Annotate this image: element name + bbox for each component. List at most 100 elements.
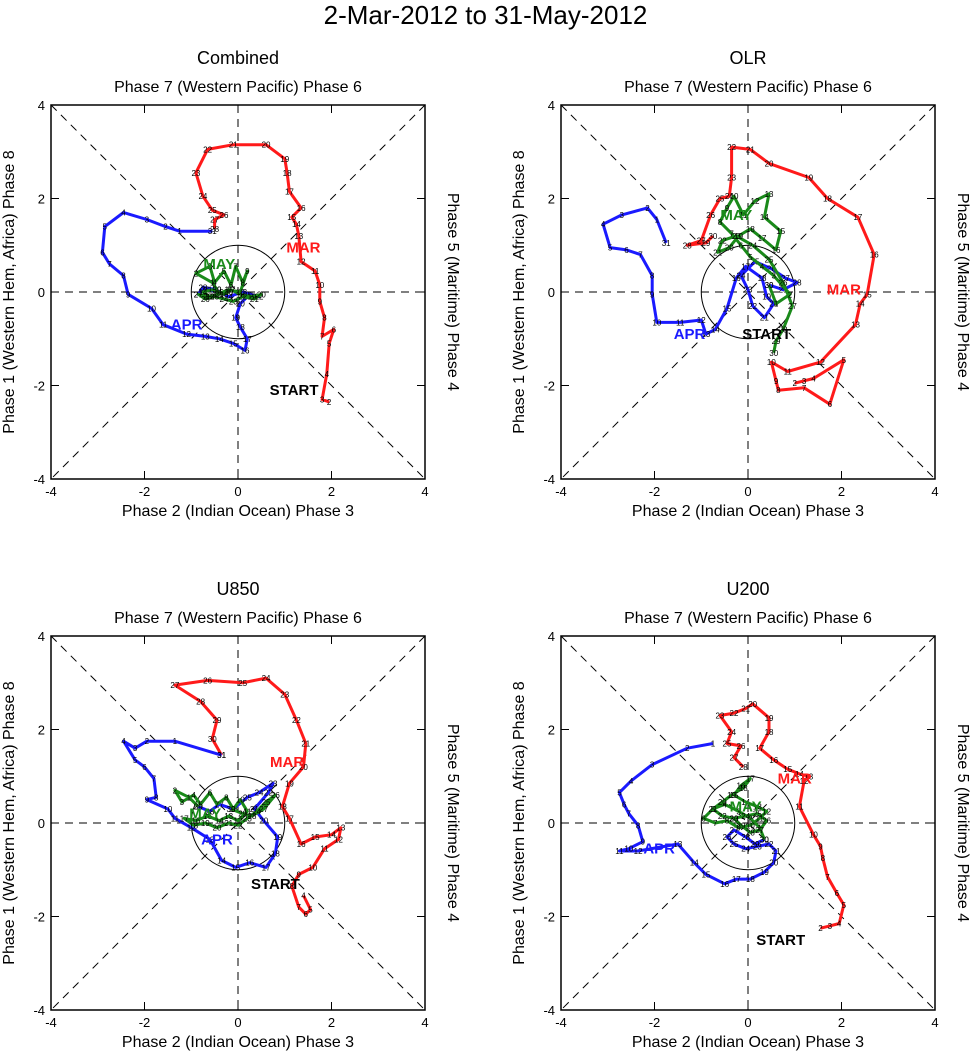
- day-label: 10: [163, 805, 172, 814]
- panel-title: OLR: [729, 48, 766, 68]
- day-label: 30: [769, 349, 778, 358]
- day-label: 26: [723, 833, 732, 842]
- day-label: 14: [292, 220, 301, 229]
- day-label: 6: [332, 325, 337, 334]
- month-label: MAR: [286, 240, 320, 257]
- day-label: 30: [708, 232, 717, 241]
- day-label: 7: [627, 810, 632, 819]
- month-label: APR: [643, 841, 675, 858]
- day-label: 25: [210, 293, 219, 302]
- day-label: 7: [802, 384, 807, 393]
- day-label: 17: [755, 744, 764, 753]
- day-label: 1: [210, 279, 215, 288]
- y-tick-label: 2: [548, 192, 555, 207]
- month-label: MAY: [720, 207, 752, 224]
- day-label: 27: [194, 290, 203, 299]
- day-label: 4: [760, 262, 765, 271]
- day-label: 8: [224, 793, 229, 802]
- day-label: 17: [227, 286, 236, 295]
- day-label: 27: [730, 826, 739, 835]
- panel-title: U850: [216, 579, 259, 599]
- day-label: 15: [231, 863, 240, 872]
- day-label: 21: [229, 141, 238, 150]
- day-label: 18: [823, 195, 832, 204]
- day-label: 26: [201, 295, 210, 304]
- day-label: 22: [234, 821, 243, 830]
- day-label: 2: [163, 223, 168, 232]
- day-label: 3: [180, 798, 185, 807]
- day-label: 26: [271, 791, 280, 800]
- day-label: 16: [245, 859, 254, 868]
- day-label: 21: [250, 805, 259, 814]
- day-label: 16: [220, 290, 229, 299]
- series-line: [685, 145, 876, 406]
- day-label: 20: [236, 300, 245, 309]
- x-tick-label: 0: [744, 484, 751, 499]
- day-label: 22: [238, 293, 247, 302]
- day-label: 27: [210, 216, 219, 225]
- day-label: 14: [198, 288, 207, 297]
- day-label: 17: [285, 814, 294, 823]
- day-label: 26: [779, 279, 788, 288]
- day-label: 19: [280, 155, 289, 164]
- day-label: 12: [182, 330, 191, 339]
- series-line: [702, 777, 769, 840]
- day-label: 16: [769, 756, 778, 765]
- bottom-phase-label: Phase 2 (Indian Ocean) Phase 3: [632, 503, 864, 520]
- diagonal-line: [50, 635, 426, 1011]
- left-phase-label: Phase 1 (Western Hem, Africa) Phase 8: [1, 150, 18, 433]
- day-label: 8: [636, 821, 641, 830]
- day-label: 24: [255, 789, 264, 798]
- day-label: 17: [746, 775, 755, 784]
- y-tick-label: 2: [38, 723, 45, 738]
- day-label: 24: [737, 272, 746, 281]
- day-label: 25: [765, 255, 774, 264]
- day-label: 29: [238, 810, 247, 819]
- day-label: 30: [730, 814, 739, 823]
- day-label: 11: [159, 321, 168, 330]
- day-label: 15: [783, 765, 792, 774]
- day-label: 13: [673, 840, 682, 849]
- x-tick-label: 0: [234, 484, 241, 499]
- day-label: 24: [727, 728, 736, 737]
- y-tick-label: -2: [543, 910, 555, 925]
- y-tick-label: -4: [33, 472, 45, 487]
- day-label: 20: [299, 763, 308, 772]
- day-label: 7: [320, 332, 325, 341]
- day-label: 10: [767, 358, 776, 367]
- day-label: 5: [327, 339, 332, 348]
- y-tick-label: 4: [548, 98, 555, 113]
- day-label: 3: [145, 216, 150, 225]
- day-label: 13: [224, 812, 233, 821]
- day-label: 8: [290, 882, 295, 891]
- day-label: 23: [280, 690, 289, 699]
- day-label: 19: [273, 833, 282, 842]
- series-line: [173, 676, 343, 916]
- day-label: 19: [727, 791, 736, 800]
- x-tick-label: 4: [931, 484, 938, 499]
- day-label: 28: [198, 283, 207, 292]
- day-label: 23: [715, 711, 724, 720]
- day-label: 17: [758, 234, 767, 243]
- day-label: 22: [718, 237, 727, 246]
- day-label: 27: [170, 681, 179, 690]
- day-label: 15: [863, 290, 872, 299]
- x-tick-label: 2: [838, 1015, 845, 1030]
- x-tick-label: 0: [234, 1015, 241, 1030]
- day-label: 4: [601, 220, 606, 229]
- day-label: 5: [222, 267, 227, 276]
- day-label: 21: [301, 740, 310, 749]
- day-label: 12: [213, 290, 222, 299]
- y-tick-label: -4: [543, 472, 555, 487]
- month-label: MAY: [189, 806, 221, 823]
- day-label: 6: [229, 281, 234, 290]
- day-label: 25: [715, 195, 724, 204]
- unit-circle: [700, 244, 796, 340]
- day-label: 9: [650, 290, 655, 299]
- y-tick-label: 2: [548, 723, 555, 738]
- day-label: 24: [220, 295, 229, 304]
- y-tick-label: 0: [548, 816, 555, 831]
- day-label: 6: [142, 763, 147, 772]
- day-label: 21: [772, 847, 781, 856]
